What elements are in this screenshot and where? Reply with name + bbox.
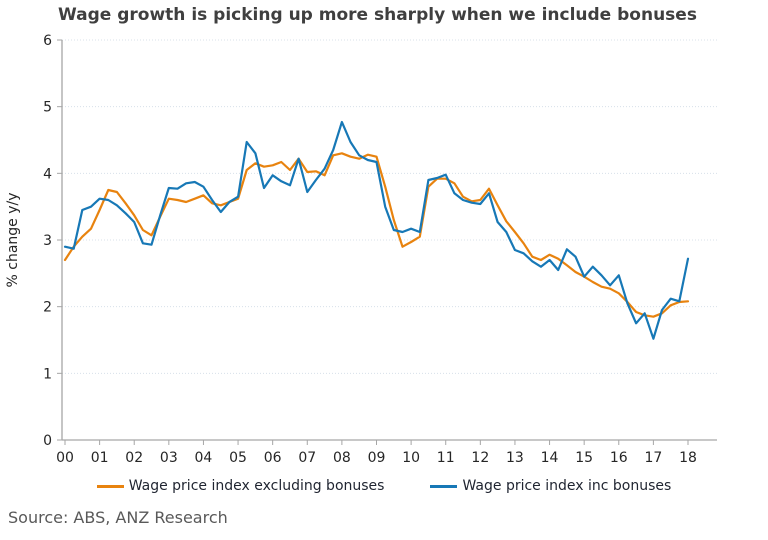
y-tick-label: 0 — [43, 433, 52, 449]
x-tick-label: 06 — [264, 450, 282, 466]
y-tick-label: 6 — [43, 33, 52, 49]
x-tick-label: 10 — [402, 450, 420, 466]
y-tick-label: 5 — [43, 100, 52, 116]
x-tick-label: 03 — [160, 450, 178, 466]
x-tick-label: 16 — [610, 450, 628, 466]
x-tick-label: 15 — [575, 450, 593, 466]
legend-swatch-blue-line — [430, 484, 458, 488]
x-tick-label: 04 — [195, 450, 213, 466]
legend-swatch-orange-line — [96, 484, 124, 488]
legend-label-inc-bonuses: Wage price index inc bonuses — [462, 478, 672, 494]
x-tick-label: 02 — [125, 450, 143, 466]
x-tick-label: 12 — [471, 450, 489, 466]
y-axis-title: % change y/y — [5, 192, 21, 287]
y-tick-label: 3 — [43, 233, 52, 249]
x-tick-label: 14 — [541, 450, 559, 466]
legend: Wage price index excluding bonuses Wage … — [0, 478, 768, 494]
x-tick-label: 17 — [644, 450, 662, 466]
x-tick-label: 08 — [333, 450, 351, 466]
x-tick-label: 11 — [437, 450, 455, 466]
series-line-inc-bonuses — [63, 120, 690, 340]
y-tick-label: 2 — [43, 300, 52, 316]
legend-item-excluding-bonuses: Wage price index excluding bonuses — [96, 478, 385, 494]
source-note: Source: ABS, ANZ Research — [8, 508, 228, 527]
chart-title: Wage growth is picking up more sharply w… — [58, 5, 697, 25]
series-line-excluding-bonuses — [63, 152, 690, 318]
x-tick-label: 05 — [229, 450, 247, 466]
x-tick-label: 13 — [506, 450, 524, 466]
y-tick-label: 1 — [43, 366, 52, 382]
x-tick-label: 18 — [679, 450, 697, 466]
y-tick-label: 4 — [43, 166, 52, 182]
legend-label-excluding-bonuses: Wage price index excluding bonuses — [128, 478, 385, 494]
x-tick-label: 00 — [56, 450, 74, 466]
legend-item-inc-bonuses: Wage price index inc bonuses — [430, 478, 671, 494]
x-tick-label: 01 — [91, 450, 109, 466]
x-tick-label: 07 — [298, 450, 316, 466]
x-tick-label: 09 — [368, 450, 386, 466]
